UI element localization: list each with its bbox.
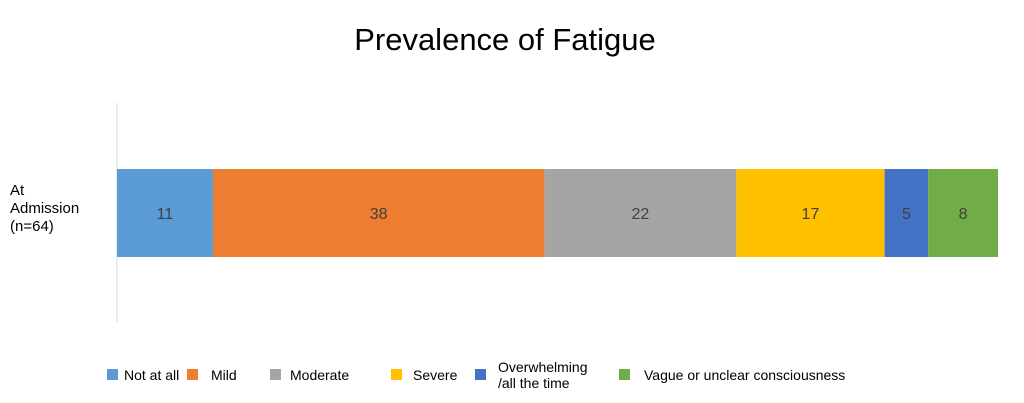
bar-segment (928, 169, 998, 257)
data-label: 38 (370, 206, 388, 223)
bar-segment (544, 169, 737, 257)
bar-segment (736, 169, 885, 257)
bar-segment (884, 169, 929, 257)
legend-swatch (107, 369, 118, 380)
data-label: 5 (902, 206, 911, 223)
legend-label: Mild (211, 367, 237, 383)
legend-swatch (187, 369, 198, 380)
legend-label: Severe (413, 367, 458, 383)
data-label: 8 (959, 206, 968, 223)
legend-swatch (475, 369, 486, 380)
data-label: 17 (802, 206, 820, 223)
category-label: At Admission (n=64) (10, 182, 80, 235)
data-label: 22 (631, 206, 649, 223)
legend-label: Moderate (290, 367, 350, 383)
chart-title: Prevalence of Fatigue (354, 22, 656, 57)
legend-label: Vague or unclear consciousness (644, 367, 846, 383)
legend-label: Overwhelming /all the time (498, 359, 588, 391)
legend-label: Not at all (124, 367, 180, 383)
legend-swatch (619, 369, 630, 380)
bar-segment (212, 169, 545, 257)
data-label: 11 (157, 206, 174, 223)
legend-swatch (391, 369, 402, 380)
bar-segment (117, 169, 213, 257)
legend-swatch (270, 369, 281, 380)
